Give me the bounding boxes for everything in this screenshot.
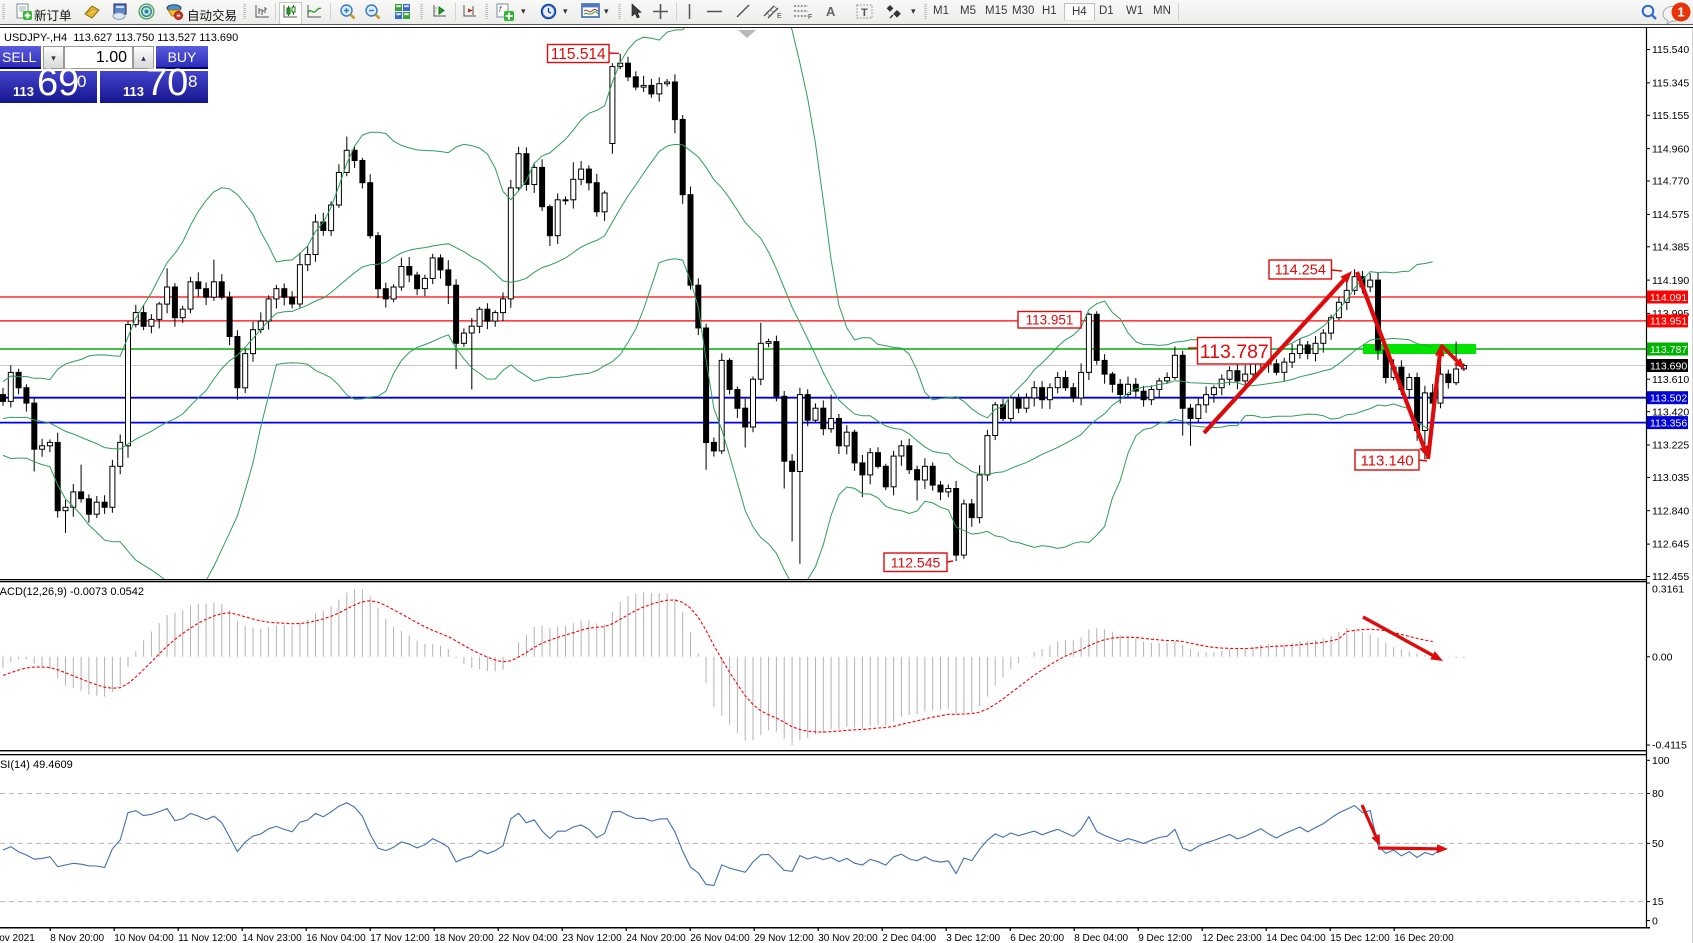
svg-text:114.091: 114.091 (1650, 292, 1687, 304)
svg-text:14 Dec 04:00: 14 Dec 04:00 (1266, 933, 1326, 943)
svg-text:80: 80 (1652, 788, 1664, 800)
svg-text:114.960: 114.960 (1652, 143, 1689, 155)
svg-text:16 Dec 20:00: 16 Dec 20:00 (1394, 933, 1454, 943)
svg-text:26 Nov 04:00: 26 Nov 04:00 (690, 933, 750, 943)
svg-text:113.502: 113.502 (1650, 393, 1687, 405)
svg-text:3 Dec 12:00: 3 Dec 12:00 (946, 933, 1000, 943)
svg-text:114.385: 114.385 (1652, 242, 1689, 254)
svg-text:113.610: 113.610 (1652, 374, 1689, 386)
svg-text:23 Nov 12:00: 23 Nov 12:00 (562, 933, 622, 943)
svg-text:17 Nov 12:00: 17 Nov 12:00 (370, 933, 430, 943)
svg-text:Nov 2021: Nov 2021 (0, 933, 35, 943)
svg-text:MACD(12,26,9) -0.0073 0.0542: MACD(12,26,9) -0.0073 0.0542 (0, 586, 144, 598)
svg-text:113.035: 113.035 (1652, 472, 1689, 484)
svg-text:112.645: 112.645 (1652, 539, 1689, 551)
svg-text:100: 100 (1652, 755, 1670, 767)
svg-text:2 Dec 04:00: 2 Dec 04:00 (882, 933, 936, 943)
svg-text:8 Nov 20:00: 8 Nov 20:00 (50, 933, 104, 943)
svg-text:113.690: 113.690 (1650, 360, 1687, 372)
svg-text:113.420: 113.420 (1652, 406, 1689, 418)
svg-text:113.951: 113.951 (1026, 313, 1074, 328)
svg-text:0.3161: 0.3161 (1652, 584, 1684, 596)
svg-text:22 Nov 04:00: 22 Nov 04:00 (498, 933, 558, 943)
svg-text:T: T (861, 7, 868, 19)
svg-text:0.00: 0.00 (1652, 652, 1673, 664)
svg-text:115.514: 115.514 (551, 46, 606, 63)
svg-text:114.190: 114.190 (1652, 275, 1689, 287)
svg-text:113.225: 113.225 (1652, 440, 1689, 452)
svg-text:8 Dec 04:00: 8 Dec 04:00 (1074, 933, 1128, 943)
svg-text:114.770: 114.770 (1652, 176, 1689, 188)
svg-text:112.840: 112.840 (1652, 505, 1689, 517)
svg-text:15 Dec 12:00: 15 Dec 12:00 (1330, 933, 1390, 943)
svg-text:30 Nov 20:00: 30 Nov 20:00 (818, 933, 878, 943)
svg-text:0: 0 (1652, 915, 1658, 927)
svg-text:1: 1 (1677, 5, 1684, 20)
svg-text:18 Nov 20:00: 18 Nov 20:00 (434, 933, 494, 943)
svg-text:F: F (808, 14, 812, 20)
svg-text:RSI(14) 49.4609: RSI(14) 49.4609 (0, 759, 73, 771)
svg-text:15: 15 (1652, 896, 1664, 908)
svg-text:-0.4115: -0.4115 (1652, 740, 1687, 752)
svg-text:12 Dec 23:00: 12 Dec 23:00 (1202, 933, 1262, 943)
svg-text:50: 50 (1652, 838, 1664, 850)
svg-text:114.575: 114.575 (1652, 209, 1689, 221)
svg-text:f: f (499, 5, 502, 14)
svg-text:113.787: 113.787 (1650, 344, 1687, 356)
svg-text:6 Dec 20:00: 6 Dec 20:00 (1010, 933, 1064, 943)
svg-text:E: E (777, 13, 782, 20)
svg-text:115.155: 115.155 (1652, 110, 1689, 122)
svg-text:24 Nov 20:00: 24 Nov 20:00 (626, 933, 686, 943)
svg-text:14 Nov 23:00: 14 Nov 23:00 (242, 933, 302, 943)
svg-text:115.540: 115.540 (1652, 44, 1689, 56)
svg-text:9 Dec 12:00: 9 Dec 12:00 (1138, 933, 1192, 943)
svg-text:113.951: 113.951 (1650, 316, 1687, 328)
svg-text:113.356: 113.356 (1650, 417, 1687, 429)
svg-text:29 Nov 12:00: 29 Nov 12:00 (754, 933, 814, 943)
svg-text:113.787: 113.787 (1200, 341, 1269, 363)
svg-text:10 Nov 04:00: 10 Nov 04:00 (114, 933, 174, 943)
svg-text:112.545: 112.545 (891, 554, 941, 570)
svg-text:112.455: 112.455 (1652, 571, 1689, 583)
svg-text:11 Nov 12:00: 11 Nov 12:00 (178, 933, 237, 943)
svg-text:113.140: 113.140 (1360, 452, 1413, 469)
svg-text:114.254: 114.254 (1275, 263, 1326, 279)
svg-text:16 Nov 04:00: 16 Nov 04:00 (306, 933, 366, 943)
svg-text:115.345: 115.345 (1652, 78, 1689, 90)
